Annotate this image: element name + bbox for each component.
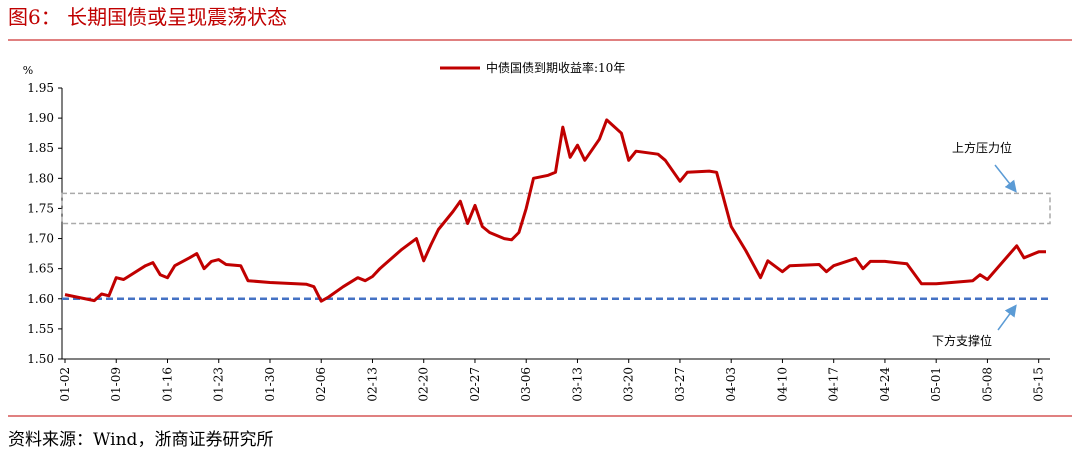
- x-tick-label: 04-10: [775, 367, 789, 402]
- x-tick-label: 02-27: [468, 367, 482, 402]
- x-tick-label: 01-23: [212, 367, 226, 402]
- y-tick-label: 1.50: [27, 352, 54, 366]
- support-arrow: [997, 304, 1017, 331]
- resistance-label: 上方压力位: [952, 140, 1012, 155]
- legend-label: 中债国债到期收益率:10年: [486, 60, 625, 75]
- resistance-band: [61, 192, 1051, 225]
- x-tick-label: 03-27: [673, 367, 687, 402]
- x-tick-label: 04-17: [827, 367, 841, 402]
- x-tick-label: 02-13: [365, 367, 379, 402]
- y-unit: %: [23, 64, 33, 77]
- y-tick-label: 1.80: [27, 171, 54, 185]
- x-tick-label: 01-16: [160, 367, 174, 402]
- x-tick-label: 03-06: [519, 367, 533, 402]
- y-tick-label: 1.85: [27, 141, 54, 155]
- x-tick-label: 02-06: [314, 367, 328, 402]
- y-tick-label: 1.95: [27, 81, 54, 95]
- x-tick-label: 04-03: [724, 367, 738, 402]
- x-tick-label: 03-13: [570, 367, 584, 402]
- y-tick-label: 1.75: [27, 201, 54, 215]
- y-tick-label: 1.70: [27, 232, 54, 246]
- resistance-arrow: [994, 164, 1017, 193]
- x-tick-label: 05-01: [929, 367, 943, 402]
- source-note: 资料来源：Wind，浙商证券研究所: [8, 430, 273, 450]
- x-tick-label: 01-30: [263, 367, 277, 402]
- chart-title: 图6： 长期国债或呈现震荡状态: [8, 5, 287, 29]
- x-tick-label: 04-24: [878, 367, 892, 402]
- support-label: 下方支撑位: [932, 333, 992, 348]
- x-tick-label: 05-15: [1032, 367, 1046, 402]
- y-tick-label: 1.65: [27, 262, 54, 276]
- y-tick-label: 1.90: [27, 111, 54, 125]
- x-tick-label: 05-08: [980, 367, 994, 402]
- y-tick-label: 1.55: [27, 322, 54, 336]
- x-tick-label: 02-20: [417, 367, 431, 402]
- x-tick-label: 01-02: [58, 367, 72, 402]
- x-tick-label: 03-20: [622, 367, 636, 402]
- x-tick-label: 01-09: [109, 367, 123, 402]
- y-tick-label: 1.60: [27, 292, 54, 306]
- series-line: [64, 118, 1046, 303]
